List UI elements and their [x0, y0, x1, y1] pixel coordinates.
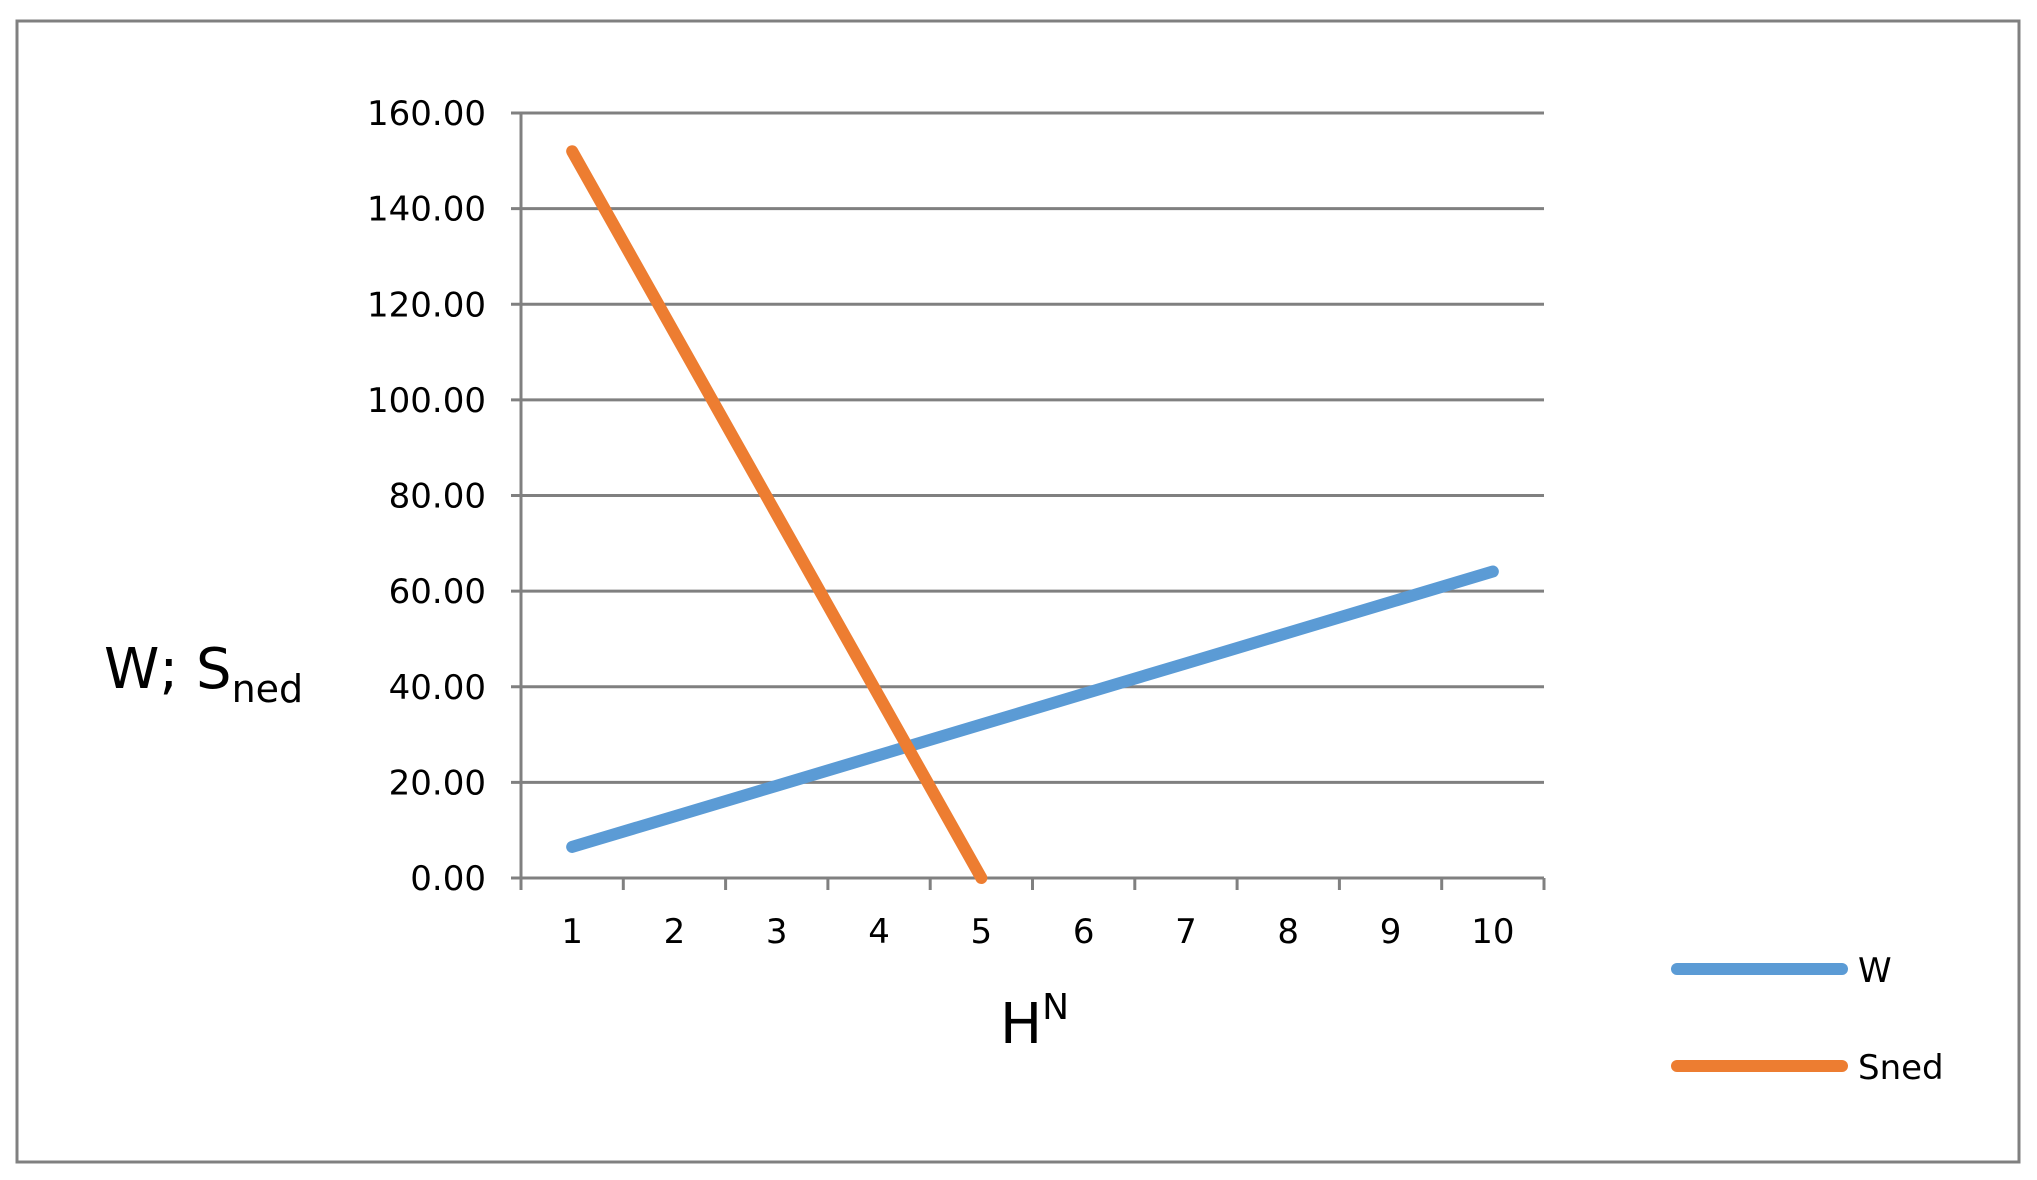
legend: W Sned [1671, 951, 1944, 1088]
y-tick-label: 80.00 [389, 477, 486, 517]
legend-label-w: W [1858, 951, 1892, 991]
legend-label-sned: Sned [1858, 1048, 1944, 1088]
series-line-w [566, 565, 1499, 853]
x-tick-label: 4 [868, 912, 890, 952]
y-tick-labels: 0.00 20.00 40.00 60.00 80.00 100.00 120.00 140.… [367, 94, 486, 899]
y-tick-label: 160.00 [367, 94, 486, 134]
y-axis-title-subscript: ned [232, 667, 304, 711]
x-axis-title: HN [1000, 987, 1069, 1057]
axes [519, 113, 1546, 890]
x-tick-label: 5 [971, 912, 993, 952]
y-tick-label: 60.00 [389, 572, 486, 612]
series-line-sned [566, 145, 988, 884]
x-tick-label: 6 [1073, 912, 1095, 952]
y-tick-label: 0.00 [410, 859, 486, 899]
x-tick-label: 8 [1277, 912, 1299, 952]
y-tick-label: 20.00 [389, 763, 486, 803]
y-tick-label: 140.00 [367, 190, 486, 230]
x-tick-label: 2 [664, 912, 686, 952]
x-tick-label: 1 [561, 912, 583, 952]
y-tick-label: 120.00 [367, 285, 486, 325]
y-tick-label: 100.00 [367, 381, 486, 421]
x-tick-label: 9 [1380, 912, 1402, 952]
x-axis-title-main: H [1000, 992, 1042, 1057]
x-axis-title-superscript: N [1042, 987, 1069, 1028]
x-tick-label: 10 [1471, 912, 1514, 952]
y-axis-title: W; Sned [104, 637, 303, 711]
x-tick-label: 3 [766, 912, 788, 952]
y-tick-label: 40.00 [389, 668, 486, 708]
x-tick-label: 7 [1175, 912, 1197, 952]
series-lines [566, 145, 1499, 884]
x-tick-labels: 1 2 3 4 5 6 7 8 9 10 [561, 912, 1514, 952]
gridlines [511, 111, 1544, 880]
y-axis-title-main: W; S [104, 637, 232, 702]
